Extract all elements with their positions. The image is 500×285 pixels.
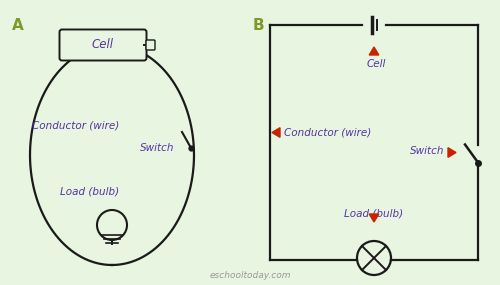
Text: Switch: Switch [410,146,444,156]
Text: Switch: Switch [140,143,174,153]
Text: A: A [12,18,24,33]
Text: Cell: Cell [366,59,386,69]
FancyBboxPatch shape [146,40,155,50]
Polygon shape [272,128,280,137]
Text: Cell: Cell [92,38,114,52]
Polygon shape [369,214,379,222]
Text: Load (bulb): Load (bulb) [60,187,119,197]
FancyBboxPatch shape [60,30,146,60]
Text: eschooltoday.com: eschooltoday.com [209,270,291,280]
Polygon shape [448,148,456,157]
Text: Conductor (wire): Conductor (wire) [284,127,371,137]
Text: Conductor (wire): Conductor (wire) [32,120,120,130]
Polygon shape [369,47,379,55]
Text: Load (bulb): Load (bulb) [344,208,404,218]
Text: B: B [253,18,264,33]
